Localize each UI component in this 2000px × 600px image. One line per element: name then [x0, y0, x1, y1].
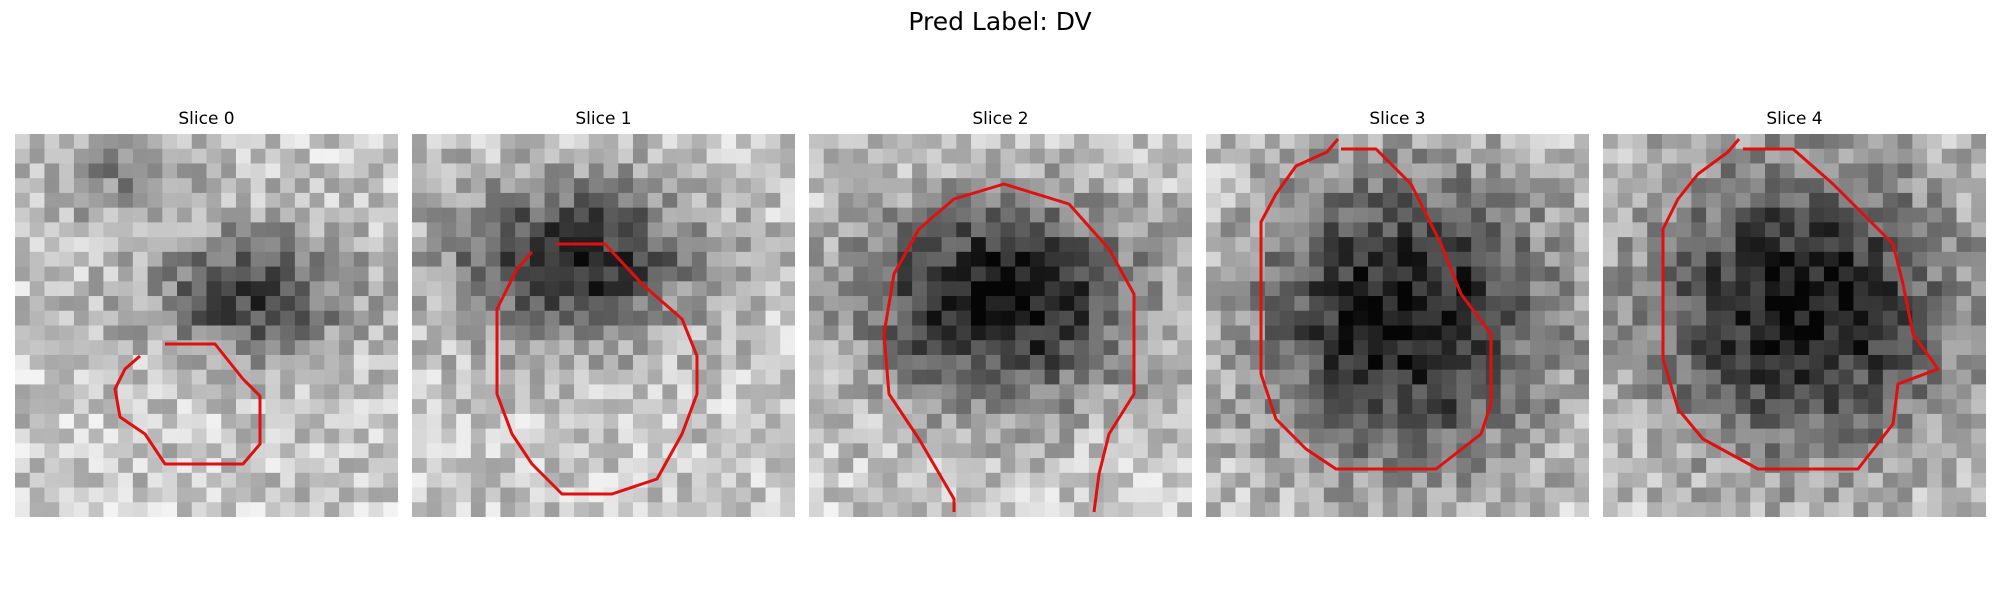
slice-image-svg-3 — [1206, 134, 1589, 517]
slice-image-1 — [412, 134, 795, 517]
slice-pixels-2 — [809, 134, 1192, 517]
slice-title-3: Slice 3 — [1369, 109, 1426, 129]
slice-panel-4: Slice 4 — [1603, 108, 1986, 517]
segmentation-contour-2 — [882, 182, 1136, 513]
slice-pixels-1 — [412, 134, 795, 517]
slice-panel-0: Slice 0 — [15, 108, 398, 517]
slice-pixels-3 — [1206, 134, 1589, 517]
figure-title: Pred Label: DV — [908, 7, 1092, 36]
segmentation-contour-3 — [1259, 138, 1493, 471]
slice-image-4 — [1603, 134, 1986, 517]
slice-title-4: Slice 4 — [1766, 109, 1823, 129]
segmentation-contour-4 — [1661, 138, 1940, 471]
slice-image-svg-4 — [1603, 134, 1986, 517]
slice-title-1: Slice 1 — [575, 109, 632, 129]
slice-title-2: Slice 2 — [972, 109, 1029, 129]
slice-panel-3: Slice 3 — [1206, 108, 1589, 517]
segmentation-contour-0 — [113, 342, 262, 466]
slice-image-0 — [15, 134, 398, 517]
slice-pixels-4 — [1603, 134, 1986, 517]
slice-image-svg-2 — [809, 134, 1192, 517]
slice-panel-2: Slice 2 — [809, 108, 1192, 517]
slice-title-0: Slice 0 — [178, 109, 235, 129]
slice-image-svg-1 — [412, 134, 795, 517]
slice-panel-1: Slice 1 — [412, 108, 795, 517]
slice-pixels-0 — [15, 134, 398, 517]
segmentation-contour-1 — [495, 242, 699, 496]
slice-image-3 — [1206, 134, 1589, 517]
slice-image-2 — [809, 134, 1192, 517]
slice-image-svg-0 — [15, 134, 398, 517]
